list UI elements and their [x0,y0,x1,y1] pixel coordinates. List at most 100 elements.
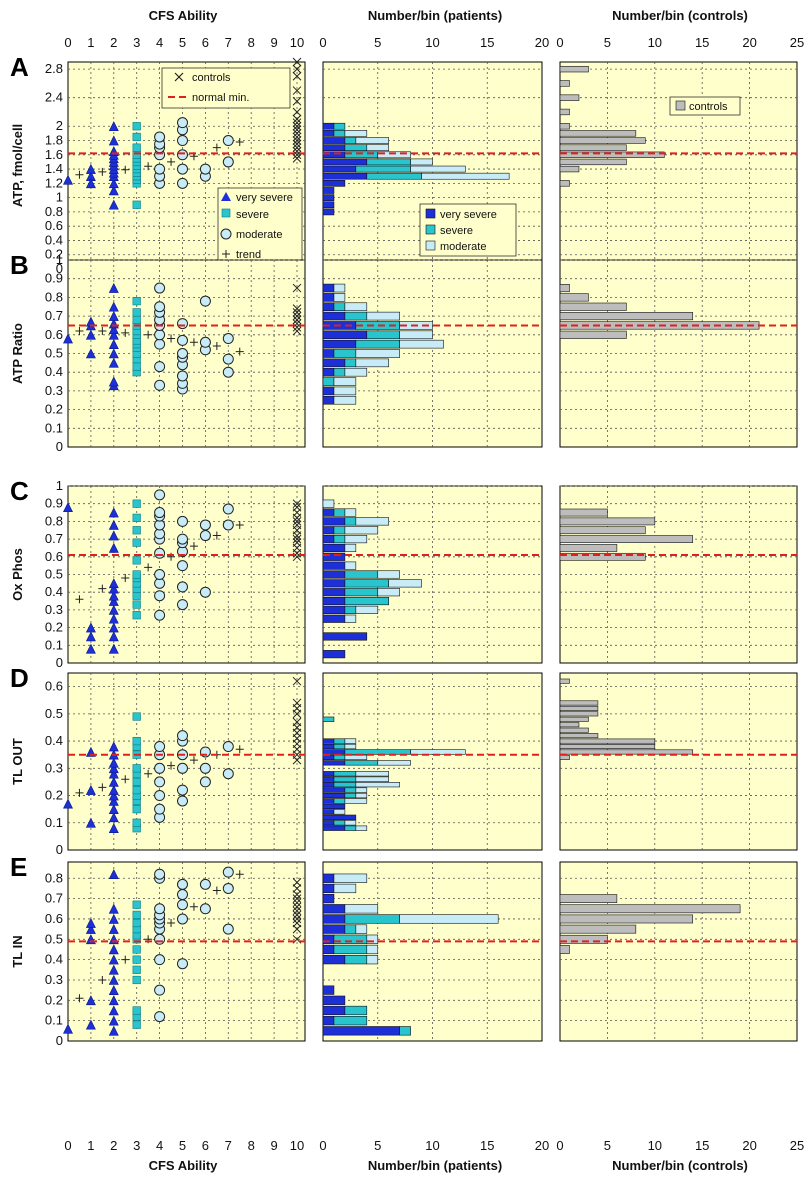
y-tick-label: 0.2 [45,620,63,635]
control-point [292,918,302,928]
hist-bar-controls [559,94,580,101]
hist-bar-very-severe [322,650,346,659]
y-tick-label: 0.4 [45,584,63,599]
hist-bar-very-severe [322,776,335,782]
moderate-point [199,776,211,788]
very-severe-point [63,798,73,809]
control-point [292,143,302,153]
hist-bar-very-severe [322,395,335,405]
top-tick-controls-10: 10 [648,35,662,50]
control-point [292,154,302,163]
legend-severe-swatch [425,224,436,235]
moderate-point [154,131,166,143]
hist-bar-severe [333,122,346,130]
very-severe-point [108,310,119,321]
very-severe-point [85,784,96,795]
hist-bar-controls [559,705,599,711]
legend-trend: trend [236,249,261,261]
top-tick-scatter-8: 8 [248,35,255,50]
hist-bar-controls [559,80,570,87]
moderate-point [154,903,166,915]
severe-point [132,150,141,159]
bottom-middle-axis-title: Number/bin (patients) [368,1158,502,1173]
top-tick-controls-25: 25 [790,35,804,50]
very-severe-point [85,622,96,633]
hist-bar-very-severe [322,614,346,623]
very-severe-point [108,135,119,146]
y-tick-label: 0.8 [45,513,63,528]
control-point [292,114,302,124]
very-severe-point [108,790,119,801]
hist-bar-controls [559,552,646,561]
very-severe-point [108,631,119,642]
hist-bar-moderate [377,760,411,766]
moderate-point [199,295,211,307]
hist-bar-moderate [344,798,368,804]
very-severe-point [108,768,119,779]
hist-bar-moderate [333,377,357,386]
y-tick-label: 0.5 [45,567,63,582]
moderate-point [177,533,188,545]
hist-bar-very-severe [322,787,346,793]
hist-bar-controls [559,754,570,760]
hist-bar-moderate [366,311,400,321]
trend-point [167,334,176,343]
very-severe-point [108,923,119,934]
control-point [292,125,302,135]
y-tick-label: 0.8 [45,870,63,885]
hist-bar-moderate [355,771,390,777]
severe-point [132,975,141,985]
hist-bar-moderate [410,165,466,173]
very-severe-point [108,869,119,880]
top-tick-scatter-9: 9 [270,35,277,50]
hist-bar-very-severe [322,1016,335,1026]
moderate-point [177,762,188,774]
moderate-point [177,958,188,970]
control-point [292,924,302,934]
top-tick-scatter-4: 4 [156,35,163,50]
bottom-left-axis-title: CFS Ability [149,1158,219,1173]
hist-bar-controls [559,137,646,144]
severe-point [132,315,141,324]
hist-bar-severe [344,760,379,766]
very-severe-point [108,376,119,387]
hist-bar-moderate [399,339,444,349]
very-severe-point [85,923,96,934]
legend-severe-marker [221,208,231,218]
control-point [292,502,302,512]
y-tick-label: 0.3 [45,602,63,617]
plot-area [67,485,306,664]
hist-bar-severe [322,377,335,386]
hist-bar-severe [333,782,357,788]
very-severe-point [108,795,119,806]
plot-patients [322,485,543,664]
hist-bar-severe [344,570,379,579]
hist-bar-severe [344,588,379,597]
trend-point [167,919,176,928]
hist-bar-severe [366,330,400,340]
hist-bar-severe [333,302,346,312]
severe-point [132,297,141,306]
very-severe-point [85,329,96,340]
control-point [292,534,302,544]
y-tick-label: 1.4 [45,161,63,176]
control-point [292,698,302,708]
legend-controls: controls [192,72,231,84]
top-right-axis-title: Number/bin (controls) [612,8,748,23]
hist-bar-moderate [333,883,357,894]
hist-bar-controls [559,123,570,130]
plot-scatter: 0 0.1 0.2 0.3 0.4 0.5 0.6 0.7 0.8 0.9 1 [45,478,306,670]
top-tick-patients-20: 20 [535,35,549,50]
severe-point [132,526,141,535]
moderate-point [177,348,188,359]
control-point [292,311,302,321]
very-severe-point [108,1005,119,1016]
trend-point [189,338,198,347]
y-tick-label: 0.4 [45,733,63,748]
trend-point [189,542,198,551]
moderate-point [177,730,188,742]
control-point [292,129,302,138]
control-point [292,499,302,509]
very-severe-point [85,917,96,928]
hist-bar-moderate [333,283,346,293]
